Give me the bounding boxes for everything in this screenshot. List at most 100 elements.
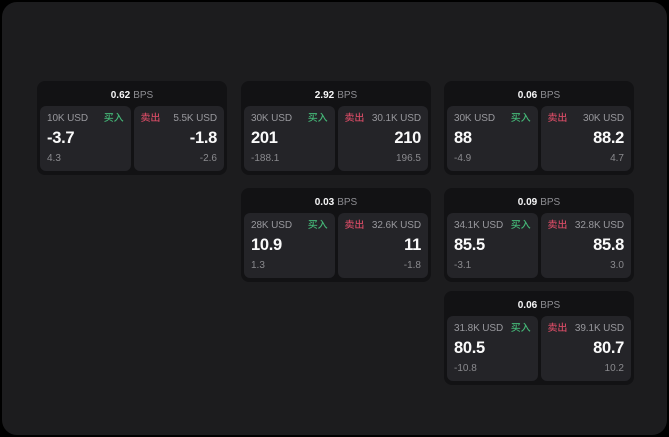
- sell-price: 88.2: [593, 129, 624, 147]
- buy-amount: 34.1K USD: [454, 220, 504, 231]
- buy-panel[interactable]: 28K USD 买入 10.9 1.3: [244, 213, 335, 278]
- sell-side-label: 卖出: [547, 113, 568, 124]
- buy-change: -3.1: [454, 260, 472, 271]
- buy-price: 85.5: [454, 236, 485, 254]
- quote-card: 0.06 BPS 30K USD 买入 88 -4.9 卖出 30K USD 8…: [444, 81, 634, 175]
- sell-side-label: 卖出: [344, 113, 365, 124]
- buy-panel-top: 28K USD 买入: [251, 219, 328, 232]
- card-header: 2.92 BPS: [244, 84, 428, 106]
- buy-price: 201: [251, 129, 278, 147]
- sell-amount: 5.5K USD: [173, 113, 217, 124]
- buy-amount: 10K USD: [47, 113, 88, 124]
- buy-amount: 30K USD: [251, 113, 292, 124]
- bps-value: 0.06: [517, 89, 538, 101]
- sell-price: -1.8: [189, 129, 218, 147]
- bps-value: 0.62: [110, 89, 131, 101]
- buy-change: -10.8: [454, 363, 477, 374]
- buy-price: 88: [454, 129, 472, 147]
- buy-price: 10.9: [251, 236, 282, 254]
- quote-card: 0.03 BPS 28K USD 买入 10.9 1.3 卖出 32.6K US…: [241, 188, 431, 282]
- sell-amount: 32.8K USD: [574, 220, 624, 231]
- buy-panel-top: 31.8K USD 买入: [454, 322, 531, 335]
- sell-side-label: 卖出: [547, 323, 568, 334]
- sell-change: 3.0: [610, 260, 624, 271]
- sell-change: 10.2: [604, 363, 624, 374]
- buy-change: -4.9: [454, 153, 472, 164]
- buy-panel[interactable]: 31.8K USD 买入 80.5 -10.8: [447, 316, 538, 381]
- card-header: 0.09 BPS: [447, 191, 631, 213]
- sell-change: 196.5: [395, 153, 421, 164]
- bps-unit-label: BPS: [337, 196, 358, 208]
- sell-price: 85.8: [593, 236, 624, 254]
- sell-panel[interactable]: 卖出 32.6K USD 11 -1.8: [337, 213, 428, 278]
- sell-side-label: 卖出: [344, 220, 365, 231]
- sell-panel-top: 卖出 5.5K USD: [141, 112, 218, 125]
- buy-change: -188.1: [251, 153, 280, 164]
- buy-amount: 28K USD: [251, 220, 292, 231]
- bps-unit-label: BPS: [540, 299, 561, 311]
- bps-unit-label: BPS: [337, 89, 358, 101]
- sell-amount: 32.6K USD: [371, 220, 421, 231]
- bps-unit-label: BPS: [133, 89, 154, 101]
- quote-panels: 30K USD 买入 88 -4.9 卖出 30K USD 88.2 4.7: [447, 106, 631, 171]
- sell-panel[interactable]: 卖出 5.5K USD -1.8 -2.6: [133, 106, 224, 171]
- buy-panel[interactable]: 10K USD 买入 -3.7 4.3: [40, 106, 131, 171]
- card-header: 0.62 BPS: [40, 84, 224, 106]
- buy-amount: 30K USD: [454, 113, 495, 124]
- sell-amount: 30K USD: [583, 113, 624, 124]
- buy-panel-top: 10K USD 买入: [47, 112, 124, 125]
- sell-panel-top: 卖出 30K USD: [548, 112, 625, 125]
- bps-value: 0.03: [314, 196, 335, 208]
- sell-amount: 30.1K USD: [371, 113, 421, 124]
- bps-value: 0.09: [517, 196, 538, 208]
- buy-change: 4.3: [47, 153, 61, 164]
- quote-panels: 28K USD 买入 10.9 1.3 卖出 32.6K USD 11 -1.8: [244, 213, 428, 278]
- sell-change: 4.7: [610, 153, 624, 164]
- sell-panel[interactable]: 卖出 30K USD 88.2 4.7: [540, 106, 631, 171]
- quote-panels: 31.8K USD 买入 80.5 -10.8 卖出 39.1K USD 80.…: [447, 316, 631, 381]
- quote-card: 0.09 BPS 34.1K USD 买入 85.5 -3.1 卖出 32.8K…: [444, 188, 634, 282]
- quote-panels: 34.1K USD 买入 85.5 -3.1 卖出 32.8K USD 85.8…: [447, 213, 631, 278]
- bps-value: 0.06: [517, 299, 538, 311]
- sell-panel-top: 卖出 39.1K USD: [548, 322, 625, 335]
- buy-price: -3.7: [47, 129, 75, 147]
- buy-panel-top: 34.1K USD 买入: [454, 219, 531, 232]
- quote-card: 0.62 BPS 10K USD 买入 -3.7 4.3 卖出 5.5K USD…: [37, 81, 227, 175]
- sell-panel[interactable]: 卖出 39.1K USD 80.7 10.2: [540, 316, 631, 381]
- card-header: 0.03 BPS: [244, 191, 428, 213]
- buy-amount: 31.8K USD: [454, 323, 504, 334]
- buy-panel[interactable]: 30K USD 买入 201 -188.1: [244, 106, 335, 171]
- buy-panel-top: 30K USD 买入: [251, 112, 328, 125]
- sell-amount: 39.1K USD: [574, 323, 624, 334]
- sell-panel[interactable]: 卖出 30.1K USD 210 196.5: [337, 106, 428, 171]
- quote-card: 2.92 BPS 30K USD 买入 201 -188.1 卖出 30.1K …: [241, 81, 431, 175]
- buy-price: 80.5: [454, 339, 485, 357]
- buy-side-label: 买入: [307, 220, 328, 231]
- buy-side-label: 买入: [307, 113, 328, 124]
- card-header: 0.06 BPS: [447, 84, 631, 106]
- sell-price: 11: [404, 236, 421, 254]
- sell-panel-top: 卖出 30.1K USD: [345, 112, 422, 125]
- sell-panel[interactable]: 卖出 32.8K USD 85.8 3.0: [540, 213, 631, 278]
- quote-panels: 10K USD 买入 -3.7 4.3 卖出 5.5K USD -1.8 -2.…: [40, 106, 224, 171]
- bps-unit-label: BPS: [540, 196, 561, 208]
- buy-panel-top: 30K USD 买入: [454, 112, 531, 125]
- bps-unit-label: BPS: [540, 89, 561, 101]
- buy-change: 1.3: [251, 260, 265, 271]
- buy-side-label: 买入: [510, 323, 531, 334]
- quote-panels: 30K USD 买入 201 -188.1 卖出 30.1K USD 210 1…: [244, 106, 428, 171]
- sell-panel-top: 卖出 32.6K USD: [345, 219, 422, 232]
- sell-panel-top: 卖出 32.8K USD: [548, 219, 625, 232]
- card-header: 0.06 BPS: [447, 294, 631, 316]
- quote-card: 0.06 BPS 31.8K USD 买入 80.5 -10.8 卖出 39.1…: [444, 291, 634, 385]
- buy-panel[interactable]: 34.1K USD 买入 85.5 -3.1: [447, 213, 538, 278]
- buy-panel[interactable]: 30K USD 买入 88 -4.9: [447, 106, 538, 171]
- sell-change: -1.8: [403, 260, 421, 271]
- sell-change: -2.6: [199, 153, 217, 164]
- buy-side-label: 买入: [103, 113, 124, 124]
- buy-side-label: 买入: [510, 113, 531, 124]
- sell-price: 80.7: [593, 339, 624, 357]
- sell-side-label: 卖出: [140, 113, 161, 124]
- sell-side-label: 卖出: [547, 220, 568, 231]
